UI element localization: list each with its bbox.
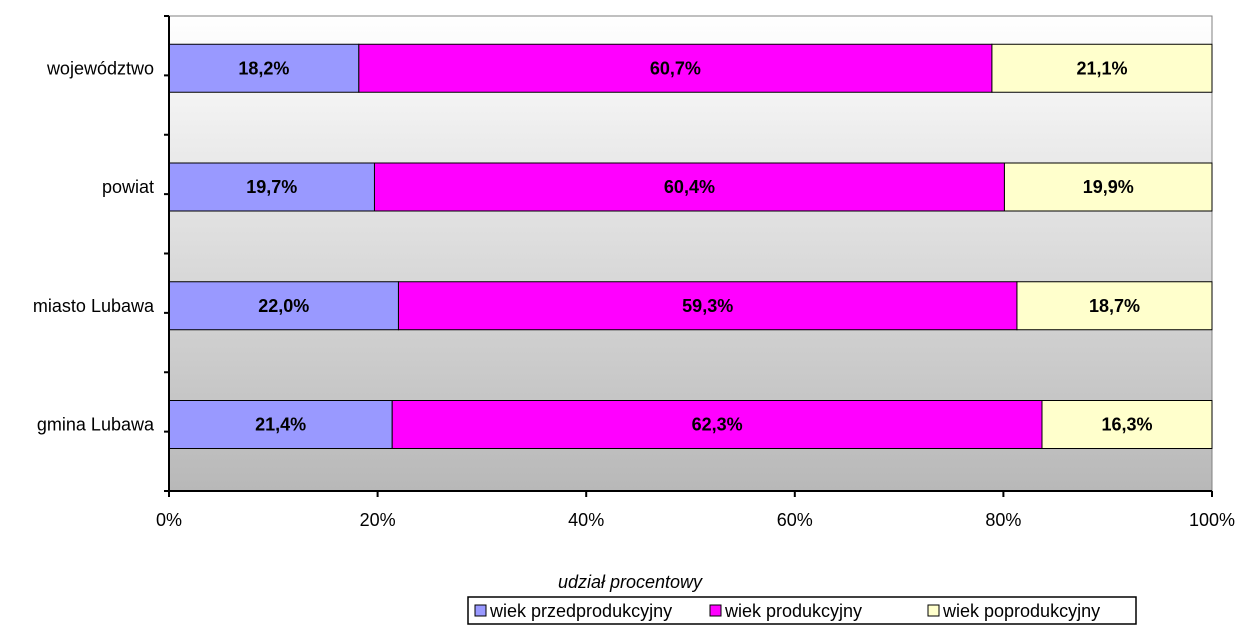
bar-segment [1041,400,1213,449]
x-axis-title: udział procentowy [558,572,703,592]
x-tick-label: 0% [156,510,182,530]
x-tick-label: 20% [360,510,396,530]
legend-box [467,596,1137,625]
bar-segment [168,281,399,331]
bar-segment [1016,281,1213,331]
axes-group: województwo powiat miasto Lubawa gmina Luba… [33,15,1235,530]
legend: wiek przedprodukcyjny wiek produkcyjny wie… [467,596,1137,625]
bar-segment [1003,162,1213,212]
data-label: 19,9% [1083,177,1134,197]
bar-segment [373,162,1005,212]
x-tick-label: 80% [985,510,1021,530]
category-label: powiat [102,177,154,197]
x-tick-label: 40% [568,510,604,530]
bar-segment [991,43,1213,93]
legend-swatch [474,604,487,617]
legend-label: wiek produkcyjny [724,601,862,621]
bar-segment [168,162,375,212]
data-label: 59,3% [682,296,733,316]
x-tick-label: 100% [1189,510,1235,530]
data-label: 18,2% [238,58,289,78]
legend-label: wiek przedprodukcyjny [489,601,672,621]
data-label: 19,7% [246,177,297,197]
legend-swatch [709,604,722,617]
data-label: 21,1% [1076,58,1127,78]
bar-segment [397,281,1018,331]
bar-segment [168,400,393,449]
data-label: 18,7% [1089,296,1140,316]
data-label: 60,7% [650,58,701,78]
x-tick-label: 60% [777,510,813,530]
data-label: 60,4% [664,177,715,197]
data-label: 16,3% [1101,415,1152,435]
bar-segment [391,400,1043,449]
bar-segment [168,43,360,93]
category-label: gmina Lubawa [37,415,155,435]
bars-group: 18,2% 60,7% 21,1% 19,7% 60,4% 19,9% 22,0% 59,3%… [168,43,1213,449]
data-label: 62,3% [692,415,743,435]
category-label: miasto Lubawa [33,296,155,316]
legend-label: wiek poprodukcyjny [942,601,1100,621]
data-label: 22,0% [258,296,309,316]
legend-swatch [927,604,940,617]
category-label: województwo [46,58,154,78]
data-label: 21,4% [255,415,306,435]
